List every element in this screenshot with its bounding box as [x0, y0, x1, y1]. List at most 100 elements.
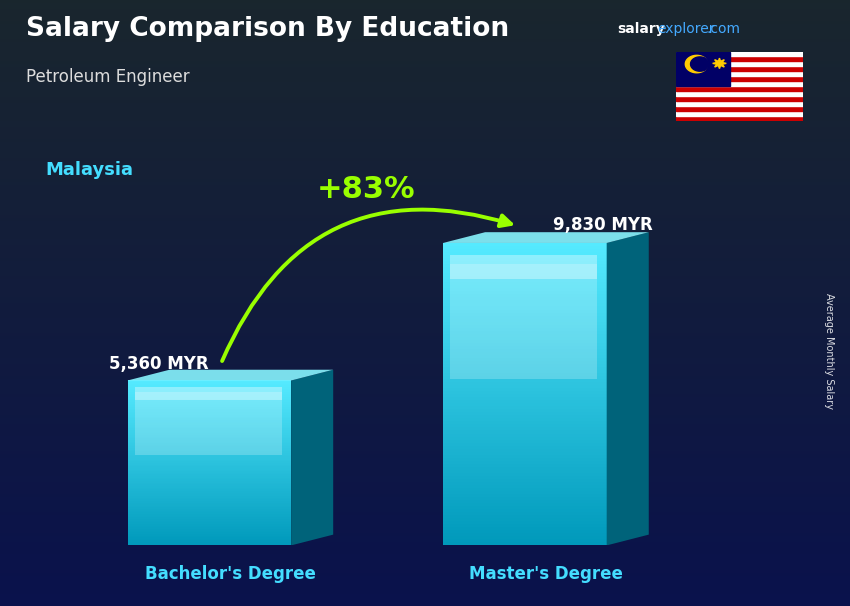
Bar: [443, 391, 607, 394]
Bar: [128, 385, 291, 387]
Bar: [128, 399, 291, 401]
Bar: [128, 435, 291, 436]
Bar: [443, 243, 607, 246]
Bar: [128, 544, 291, 545]
Bar: [443, 322, 607, 325]
Bar: [128, 511, 291, 513]
Bar: [443, 288, 607, 291]
Bar: [443, 424, 607, 427]
Bar: [443, 430, 607, 433]
Bar: [128, 424, 291, 425]
Bar: [128, 501, 291, 502]
Bar: [443, 388, 607, 391]
Bar: [443, 352, 607, 355]
Bar: [443, 307, 607, 310]
Bar: [443, 334, 607, 337]
Bar: [443, 454, 607, 458]
Bar: [443, 403, 607, 406]
Bar: [128, 478, 291, 479]
Bar: [443, 394, 607, 397]
Bar: [128, 454, 291, 456]
Bar: [676, 101, 803, 106]
Bar: [128, 522, 291, 524]
Bar: [443, 451, 607, 454]
Bar: [443, 500, 607, 503]
Text: Master's Degree: Master's Degree: [469, 565, 623, 584]
Bar: [443, 427, 607, 430]
Bar: [443, 421, 607, 424]
Bar: [128, 442, 291, 443]
Bar: [128, 443, 291, 445]
Bar: [128, 407, 291, 408]
Bar: [443, 503, 607, 506]
Bar: [676, 52, 803, 56]
Bar: [443, 246, 607, 249]
Bar: [128, 483, 291, 484]
Bar: [128, 489, 291, 491]
Bar: [128, 537, 291, 539]
Text: salary: salary: [617, 22, 665, 36]
Bar: [128, 519, 291, 521]
Bar: [128, 468, 291, 470]
Bar: [443, 379, 607, 382]
Bar: [676, 87, 803, 92]
Polygon shape: [291, 370, 333, 545]
Bar: [128, 488, 291, 489]
Bar: [128, 422, 291, 424]
Bar: [443, 340, 607, 343]
Bar: [443, 270, 607, 273]
Bar: [128, 536, 291, 537]
Bar: [128, 425, 291, 427]
Bar: [443, 301, 607, 304]
Bar: [128, 542, 291, 544]
Bar: [128, 456, 291, 458]
Bar: [443, 397, 607, 400]
Bar: [128, 530, 291, 532]
Bar: [443, 467, 607, 470]
Bar: [443, 506, 607, 509]
Bar: [128, 438, 291, 440]
Polygon shape: [690, 57, 709, 71]
Bar: [128, 493, 291, 494]
Bar: [128, 431, 291, 433]
Bar: [128, 412, 291, 413]
Bar: [128, 504, 291, 506]
Bar: [443, 442, 607, 445]
Bar: [128, 415, 291, 417]
Bar: [128, 427, 291, 428]
Bar: [128, 507, 291, 509]
Bar: [128, 413, 291, 415]
Bar: [443, 488, 607, 491]
Bar: [128, 450, 291, 451]
Bar: [443, 373, 607, 376]
Bar: [128, 502, 291, 504]
Text: Average Monthly Salary: Average Monthly Salary: [824, 293, 834, 410]
Bar: [443, 319, 607, 322]
Text: Malaysia: Malaysia: [46, 161, 133, 179]
Bar: [128, 496, 291, 498]
Bar: [443, 406, 607, 409]
Bar: [443, 494, 607, 497]
Bar: [443, 249, 607, 252]
Bar: [450, 255, 598, 279]
Bar: [676, 72, 803, 76]
Bar: [128, 402, 291, 404]
Bar: [128, 405, 291, 407]
Polygon shape: [443, 232, 649, 243]
Bar: [443, 313, 607, 316]
Bar: [128, 382, 291, 384]
Bar: [128, 527, 291, 529]
Bar: [128, 390, 291, 392]
Bar: [443, 497, 607, 500]
Bar: [443, 276, 607, 279]
Bar: [443, 539, 607, 542]
Bar: [443, 409, 607, 412]
Bar: [128, 524, 291, 525]
Bar: [443, 448, 607, 451]
Bar: [443, 343, 607, 346]
Bar: [443, 400, 607, 403]
Bar: [443, 328, 607, 331]
Bar: [443, 304, 607, 307]
Bar: [443, 439, 607, 442]
Bar: [443, 285, 607, 288]
